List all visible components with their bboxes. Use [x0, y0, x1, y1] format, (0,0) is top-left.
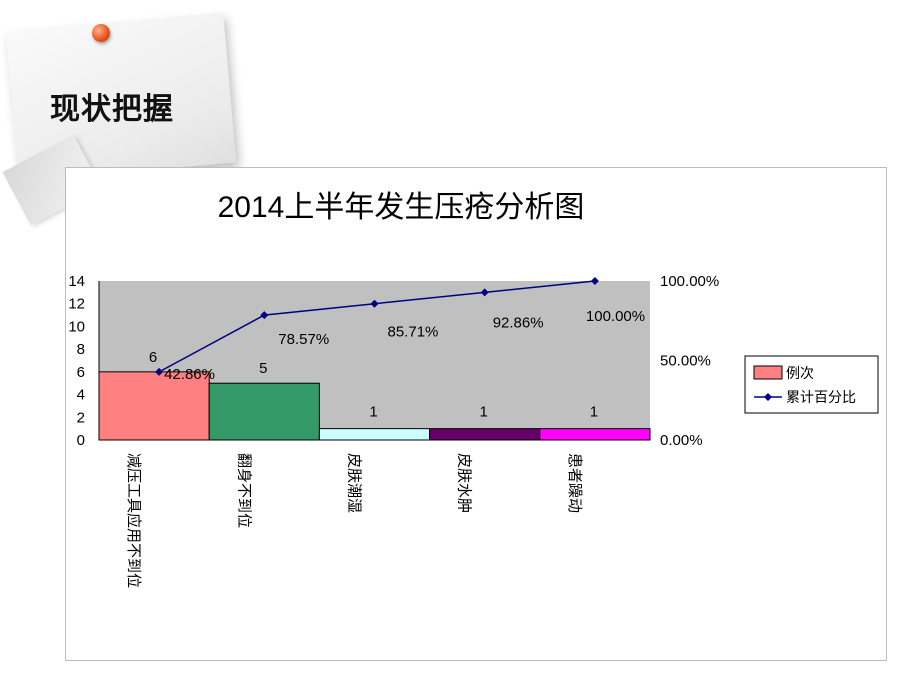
bar-value-label: 5 — [259, 360, 267, 377]
line-point — [260, 311, 269, 320]
bar-value-label: 1 — [590, 404, 598, 421]
line-point — [590, 277, 599, 285]
right-tick-label: 50.00% — [660, 353, 711, 370]
legend-line-marker — [764, 393, 772, 401]
line-point — [480, 288, 489, 297]
line-point — [370, 299, 379, 308]
bar-series — [98, 371, 651, 441]
left-tick-label: 2 — [77, 409, 85, 426]
category-label: 皮肤潮湿 — [346, 453, 364, 513]
bar — [98, 371, 210, 441]
line-point — [155, 367, 164, 376]
line-series: 42.86% 78.57% 85.71% 92.86% 100.00% — [155, 277, 645, 383]
left-tick-label: 0 — [77, 432, 85, 449]
bar — [539, 428, 651, 441]
bar-value-label: 6 — [149, 349, 157, 366]
category-label: 减压工具应用不到位 — [125, 453, 143, 588]
bar-value-label: 1 — [480, 404, 488, 421]
legend: 例次 累计百分比 — [744, 355, 879, 414]
bar — [208, 382, 320, 441]
left-tick-label: 6 — [77, 364, 85, 381]
category-label: 翻身不到位 — [235, 453, 253, 528]
right-tick-label: 100.00% — [660, 273, 719, 290]
left-tick-label: 8 — [77, 341, 85, 358]
chart-title: 2014上半年发生压疮分析图 — [218, 191, 585, 224]
line-value-label: 85.71% — [388, 324, 439, 341]
right-tick-label: 0.00% — [660, 432, 703, 449]
page-heading: 现状把握 — [50, 92, 174, 127]
left-tick-label: 12 — [68, 296, 85, 313]
bar-value-labels: 6 5 1 1 1 — [149, 349, 598, 421]
pushpin-icon — [92, 24, 110, 42]
right-axis: 0.00% 50.00% 100.00% — [660, 273, 719, 449]
category-labels: 减压工具应用不到位 翻身不到位 皮肤潮湿 皮肤水肿 患者躁动 — [125, 453, 584, 588]
category-label: 皮肤水肿 — [456, 453, 474, 513]
line-value-label: 92.86% — [493, 314, 544, 331]
legend-box — [744, 355, 879, 414]
bar — [318, 428, 431, 441]
line-value-label: 78.57% — [278, 331, 329, 348]
left-tick-label: 14 — [68, 273, 85, 290]
left-axis: 0 2 4 6 8 10 12 14 — [68, 273, 100, 449]
left-tick-label: 4 — [77, 387, 85, 404]
bar-value-label: 1 — [369, 404, 377, 421]
left-tick-label: 10 — [68, 318, 85, 335]
bar — [429, 428, 541, 441]
line-value-label: 42.86% — [164, 366, 215, 383]
legend-bar-label: 例次 — [786, 365, 814, 381]
legend-line-label: 累计百分比 — [786, 389, 856, 405]
legend-bar-swatch — [753, 365, 783, 380]
category-label: 患者躁动 — [566, 453, 584, 513]
line-value-label: 100.00% — [586, 308, 645, 325]
chart-frame: 2014上半年发生压疮分析图 0 2 4 6 8 10 12 14 0.00% 50.00% 10… — [65, 167, 887, 661]
